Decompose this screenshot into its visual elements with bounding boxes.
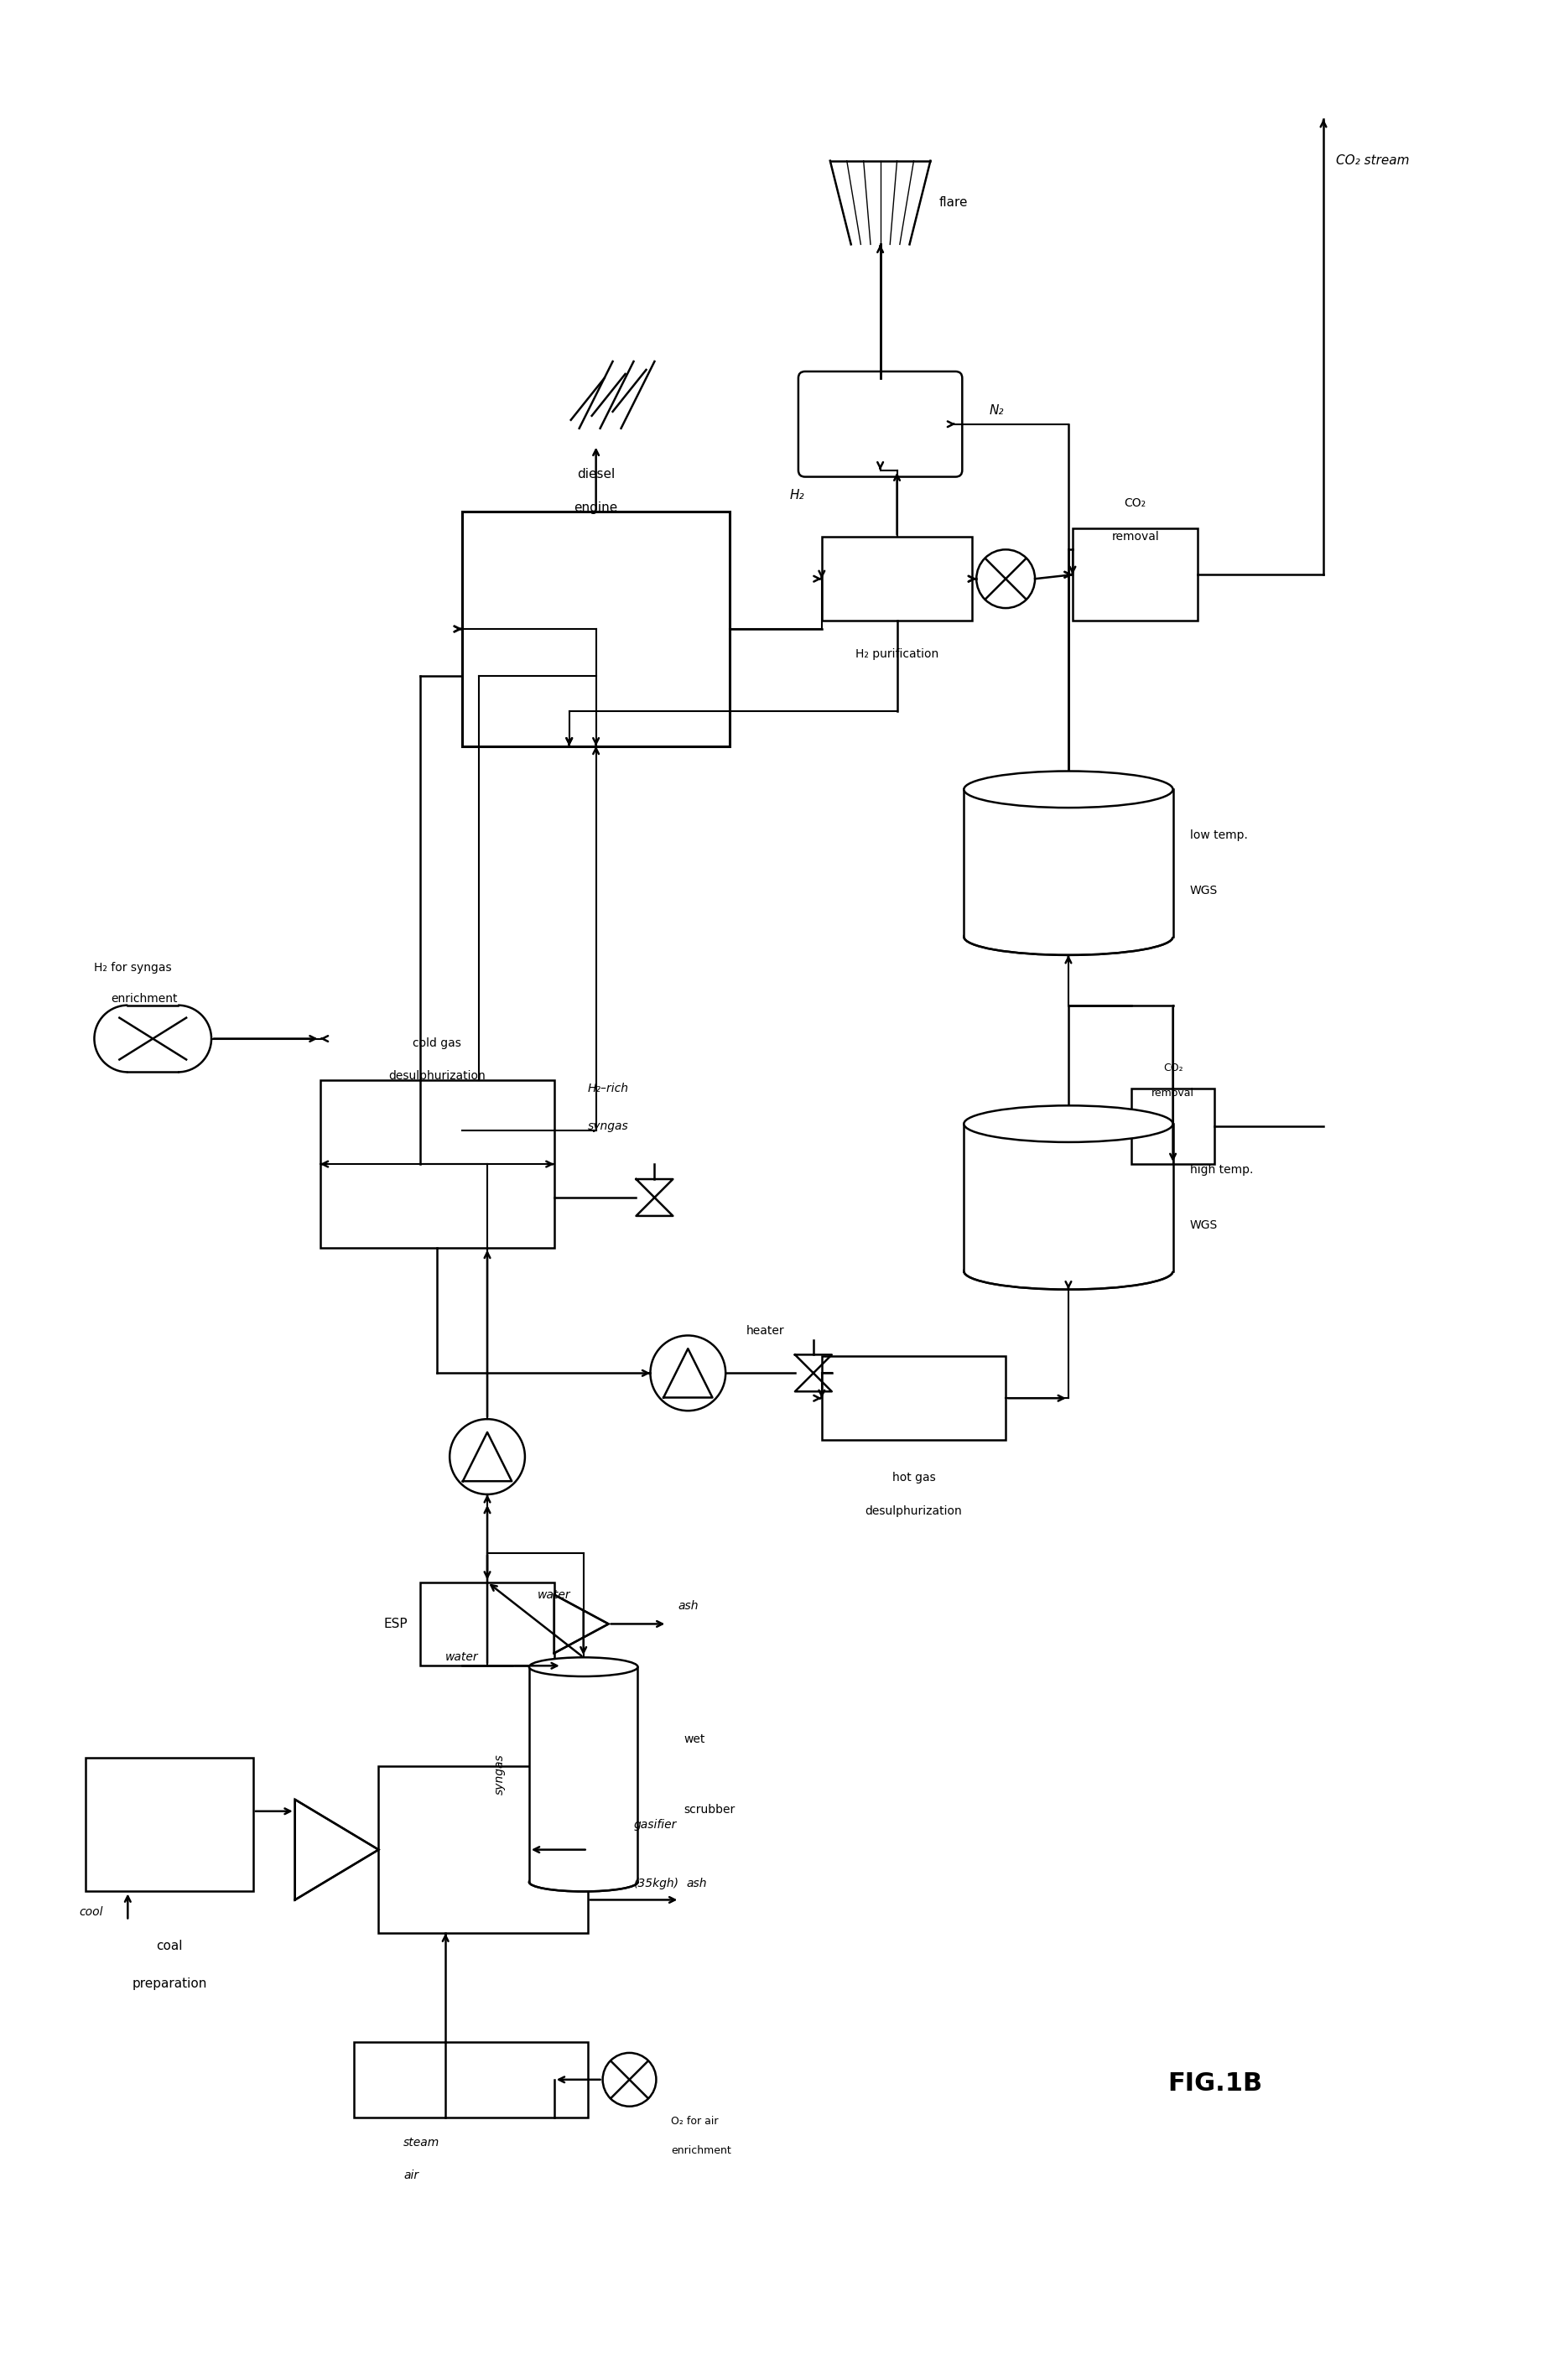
FancyBboxPatch shape (1131, 1088, 1214, 1164)
Ellipse shape (963, 919, 1173, 954)
FancyBboxPatch shape (530, 1666, 638, 1883)
Text: N₂: N₂ (988, 405, 1004, 416)
Text: water: water (538, 1590, 572, 1599)
Text: cold gas: cold gas (414, 1038, 462, 1050)
Ellipse shape (530, 1873, 638, 1892)
Text: water: water (446, 1652, 479, 1664)
Text: high temp.: high temp. (1190, 1164, 1253, 1176)
Text: scrubber: scrubber (683, 1804, 736, 1816)
Text: desulphurization: desulphurization (866, 1504, 962, 1516)
Ellipse shape (963, 1107, 1173, 1142)
FancyBboxPatch shape (821, 538, 973, 621)
Text: FIG.1B: FIG.1B (1168, 2071, 1262, 2097)
FancyBboxPatch shape (127, 1004, 178, 1071)
FancyBboxPatch shape (821, 1357, 1005, 1440)
FancyBboxPatch shape (420, 1583, 555, 1666)
Text: wet: wet (683, 1733, 705, 1745)
Text: air: air (404, 2171, 418, 2182)
Text: ESP: ESP (384, 1618, 407, 1630)
Ellipse shape (530, 1656, 638, 1676)
Text: H₂–rich: H₂–rich (589, 1083, 629, 1095)
Text: ash: ash (677, 1599, 699, 1611)
Text: WGS: WGS (1190, 1219, 1218, 1230)
Text: flare: flare (939, 195, 968, 209)
Ellipse shape (963, 771, 1173, 807)
FancyBboxPatch shape (85, 1759, 252, 1892)
Text: WGS: WGS (1190, 885, 1218, 897)
Text: syngas: syngas (589, 1121, 629, 1133)
Text: low temp.: low temp. (1190, 831, 1247, 843)
Text: preparation: preparation (132, 1978, 208, 1990)
FancyBboxPatch shape (378, 1766, 587, 1933)
Text: diesel: diesel (578, 469, 615, 481)
FancyBboxPatch shape (321, 1081, 555, 1247)
Text: coal: coal (156, 1940, 183, 1952)
Text: hot gas: hot gas (892, 1471, 936, 1483)
Text: CO₂: CO₂ (1163, 1061, 1183, 1073)
Text: syngas: syngas (494, 1754, 505, 1795)
FancyBboxPatch shape (1072, 528, 1197, 621)
Text: enrichment: enrichment (671, 2144, 731, 2156)
Text: gasifier: gasifier (634, 1818, 677, 1830)
Wedge shape (178, 1004, 211, 1071)
Text: steam: steam (404, 2137, 440, 2149)
Ellipse shape (963, 1252, 1173, 1290)
Text: removal: removal (1112, 531, 1159, 543)
Text: engine: engine (575, 502, 618, 514)
Text: heater: heater (747, 1326, 785, 1338)
FancyBboxPatch shape (353, 2042, 587, 2118)
FancyBboxPatch shape (462, 512, 730, 745)
Text: removal: removal (1151, 1088, 1194, 1100)
FancyBboxPatch shape (798, 371, 962, 476)
Wedge shape (94, 1004, 127, 1071)
Polygon shape (294, 1799, 378, 1899)
Polygon shape (555, 1595, 609, 1654)
Text: O₂ for air: O₂ for air (671, 2116, 719, 2128)
Text: H₂ purification: H₂ purification (855, 647, 939, 659)
Text: H₂: H₂ (790, 488, 804, 502)
Text: H₂ for syngas: H₂ for syngas (94, 962, 172, 973)
Text: ash: ash (686, 1878, 706, 1890)
Text: CO₂ stream: CO₂ stream (1335, 155, 1410, 167)
Text: cool: cool (79, 1906, 102, 1918)
FancyBboxPatch shape (963, 1123, 1173, 1271)
Text: CO₂: CO₂ (1125, 497, 1146, 509)
Text: (35kgh): (35kgh) (634, 1878, 678, 1890)
FancyBboxPatch shape (963, 790, 1173, 938)
Text: desulphurization: desulphurization (389, 1071, 486, 1083)
Text: enrichment: enrichment (112, 992, 178, 1004)
